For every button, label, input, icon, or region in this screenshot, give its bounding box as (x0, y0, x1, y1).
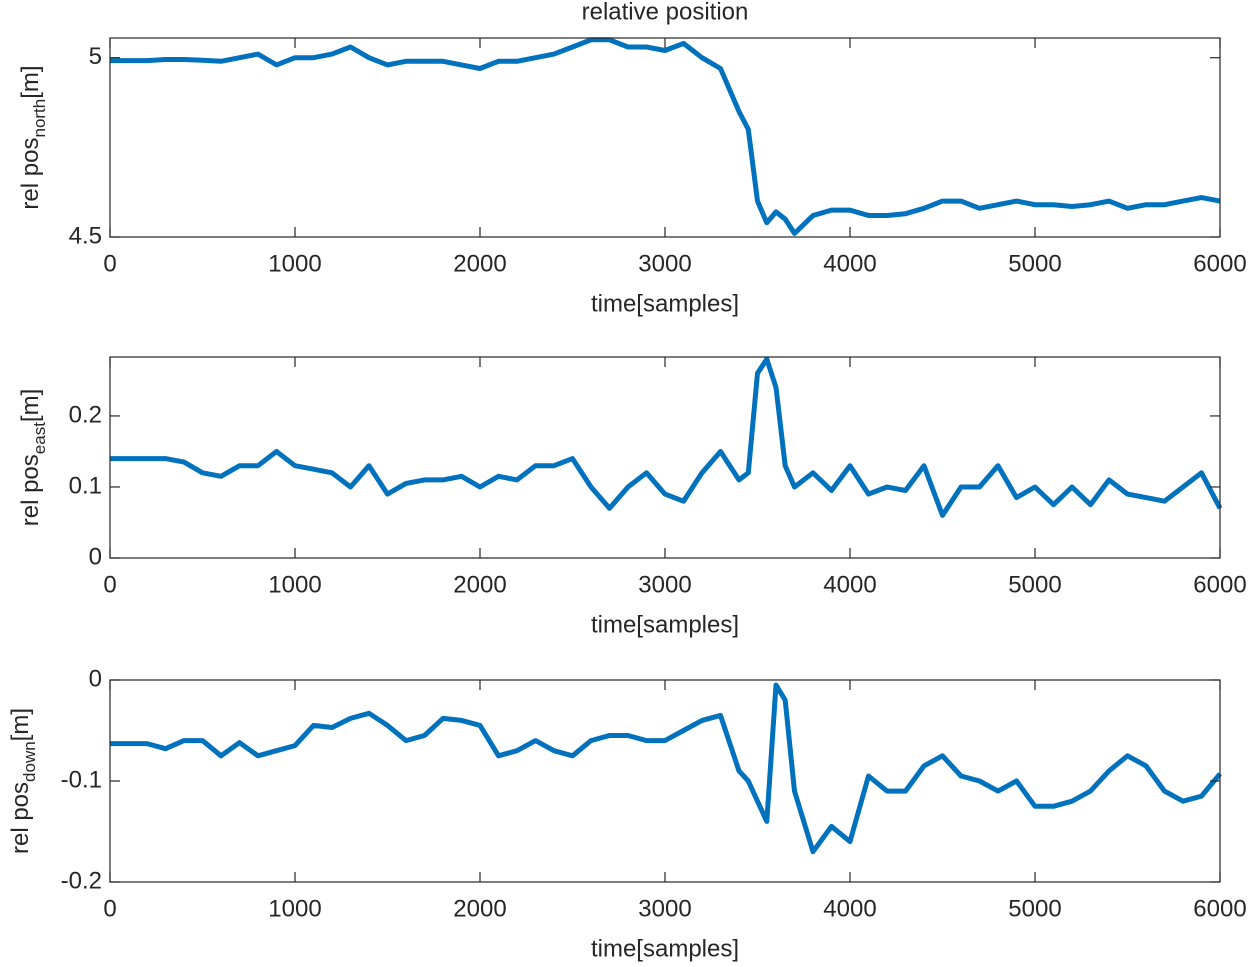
x-tick-label: 0 (103, 895, 116, 922)
x-tick-label: 6000 (1193, 895, 1246, 922)
x-tick-label: 4000 (823, 895, 876, 922)
y-axis-label-subscript: east (30, 422, 49, 454)
y-tick-label: -0.2 (61, 867, 102, 894)
x-axis-label: time[samples] (591, 935, 739, 962)
x-tick-label: 2000 (453, 571, 506, 598)
x-tick-label: 4000 (823, 250, 876, 277)
data-line (110, 356, 1223, 518)
y-tick-label: 4.5 (69, 222, 102, 249)
y-tick-label: 0.1 (69, 472, 102, 499)
y-tick-label: 0.2 (69, 401, 102, 428)
x-tick-label: 1000 (268, 571, 321, 598)
x-tick-label: 5000 (1008, 895, 1061, 922)
x-tick-label: 1000 (268, 895, 321, 922)
y-axis-label: rel posnorth[m] (17, 65, 49, 209)
y-axis-label-main: rel pos (7, 782, 34, 854)
x-tick-label: 0 (103, 250, 116, 277)
chart-title: relative position (582, 0, 749, 25)
y-axis-label: rel posdown[m] (7, 708, 39, 854)
y-axis-label-unit: [m] (17, 65, 44, 98)
data-line (110, 682, 1222, 855)
data-line (110, 37, 1221, 236)
y-tick-label: 0 (89, 543, 102, 570)
y-axis-label-unit: [m] (17, 389, 44, 422)
y-tick-label: -0.1 (61, 766, 102, 793)
y-tick-label: 5 (89, 43, 102, 70)
x-axis-label: time[samples] (591, 611, 739, 638)
y-axis-label-subscript: down (20, 741, 39, 782)
subplot: 0 1000 2000 3000 4000 5000 6000 -0.2 -0.1 0 time[s… (7, 665, 1246, 962)
x-tick-label: 2000 (453, 250, 506, 277)
y-axis-label-unit: [m] (7, 708, 34, 741)
y-axis-label-main: rel pos (17, 138, 44, 210)
x-tick-label: 6000 (1193, 250, 1246, 277)
x-tick-label: 5000 (1008, 571, 1061, 598)
x-tick-label: 5000 (1008, 250, 1061, 277)
y-tick-label: 0 (89, 665, 102, 692)
y-axis-label-main: rel pos (17, 454, 44, 526)
x-tick-label: 3000 (638, 571, 691, 598)
x-tick-label: 2000 (453, 895, 506, 922)
y-axis-label: rel poseast[m] (17, 389, 49, 527)
plot-area (110, 680, 1220, 882)
x-tick-label: 3000 (638, 250, 691, 277)
y-axis-label-subscript: north (30, 99, 49, 138)
x-axis-label: time[samples] (591, 290, 739, 317)
plot-area (110, 357, 1220, 558)
subplot: relative position 0 1000 2000 3000 4000 5000 60… (17, 0, 1246, 317)
x-tick-label: 0 (103, 571, 116, 598)
subplot: 0 1000 2000 3000 4000 5000 6000 0 0.1 0.2 time[sam… (17, 356, 1247, 638)
x-tick-label: 4000 (823, 571, 876, 598)
x-tick-label: 6000 (1193, 571, 1246, 598)
x-tick-label: 3000 (638, 895, 691, 922)
x-tick-label: 1000 (268, 250, 321, 277)
